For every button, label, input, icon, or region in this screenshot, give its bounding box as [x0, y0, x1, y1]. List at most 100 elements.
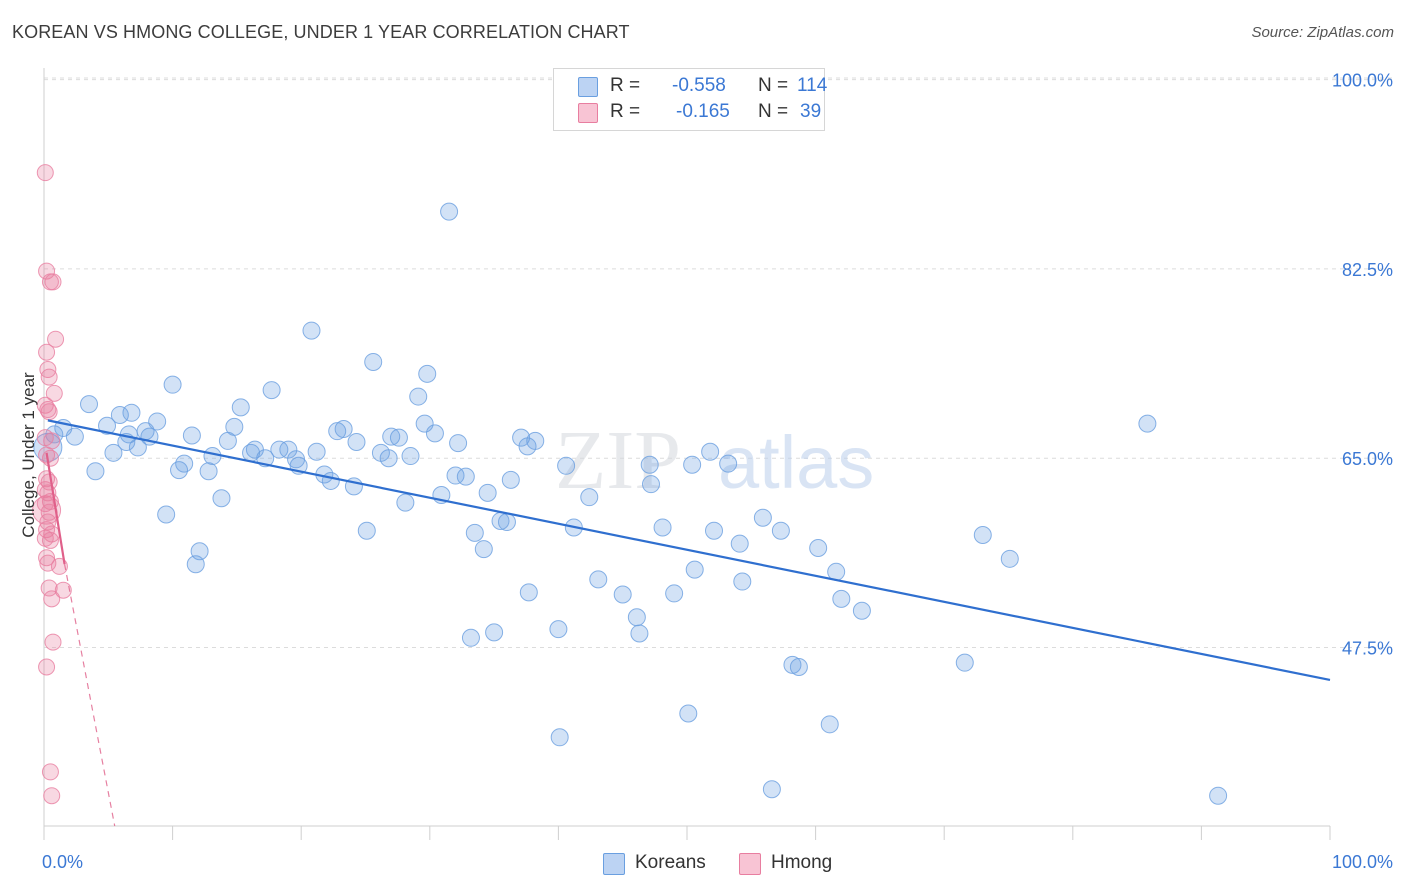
korean-point [334, 420, 353, 439]
korean-point [86, 462, 105, 481]
hmong-point [54, 581, 72, 599]
korean-point [163, 375, 182, 394]
x-tick-label-max: 100.0% [1331, 852, 1393, 872]
korean-point [526, 431, 545, 450]
korean-point [199, 462, 218, 481]
hmong-point [36, 164, 54, 182]
korean-point [809, 539, 828, 558]
korean-point [65, 427, 84, 446]
korean-point [203, 447, 222, 466]
korean-point [640, 455, 659, 474]
y-axis-label: College, Under 1 year [19, 372, 38, 538]
gridlines [44, 77, 1393, 649]
korean-point [182, 426, 201, 445]
axes [43, 68, 1331, 840]
korean-point [753, 508, 772, 527]
hmong-point [38, 658, 56, 676]
korean-point [665, 584, 684, 603]
korean-point [730, 534, 749, 553]
korean-point [110, 405, 129, 424]
korean-point [557, 456, 576, 475]
source-note: Source: ZipAtlas.com [1251, 24, 1394, 41]
korean-point [347, 433, 366, 451]
korean-point [501, 470, 520, 489]
korean-point [418, 364, 437, 383]
hmong-point [38, 549, 56, 567]
korean-point [733, 572, 752, 591]
korean-trendline [47, 419, 1331, 682]
korean-points [33, 202, 1228, 805]
korean-point [357, 521, 376, 540]
korean-point [630, 624, 649, 643]
hmong-point [40, 368, 58, 386]
watermark: ZIP atlas [555, 414, 874, 507]
korean-point [613, 585, 632, 604]
korean-point [519, 583, 538, 602]
hmong-point [43, 590, 61, 608]
hmong-r-value: -0.165 [676, 101, 730, 122]
korean-point [762, 780, 781, 799]
korean-point [771, 521, 790, 540]
korean-point [783, 655, 802, 674]
chart-title: KOREAN VS HMONG COLLEGE, UNDER 1 YEAR CO… [12, 22, 630, 42]
bottom-hmong-label: Hmong [771, 852, 833, 873]
korean-point [705, 521, 724, 540]
hmong-point [44, 633, 62, 651]
korean-point [307, 442, 326, 461]
korean-point [679, 704, 698, 723]
hmong-point [38, 262, 56, 280]
korean-point [701, 442, 720, 461]
y-tick-labels: 100.0% 82.5% 65.0% 47.5% [1332, 71, 1393, 659]
korean-point [104, 443, 123, 462]
korean-point [832, 589, 851, 608]
korean-point [1138, 414, 1157, 433]
x-tick-label-min: 0.0% [42, 852, 84, 872]
korean-point [409, 387, 428, 406]
korean-point [122, 403, 141, 422]
hmong-point [43, 787, 61, 805]
korean-point [653, 518, 672, 537]
hmong-point [38, 343, 56, 361]
korean-point [789, 657, 808, 676]
korean-point [580, 488, 599, 507]
hmong-n-label: N = [758, 101, 794, 122]
hmong-n-value: 39 [800, 101, 822, 122]
korean-point [175, 454, 194, 473]
korean-n-label: N = [758, 75, 794, 96]
korean-point [683, 455, 702, 474]
korean-point [382, 427, 401, 446]
hmong-point [40, 403, 58, 421]
korean-point [379, 449, 398, 468]
hmong-point [41, 763, 59, 781]
korean-point [279, 440, 298, 459]
hmong-point [41, 449, 59, 467]
korean-point [440, 202, 459, 221]
korean-point [641, 475, 660, 494]
korean-point [456, 467, 475, 486]
bottom-hmong-swatch [739, 853, 761, 875]
hmong-point [36, 495, 54, 513]
hmong-point [47, 330, 65, 348]
trendlines [45, 419, 1331, 827]
korean-point [627, 608, 646, 627]
korean-point [820, 715, 839, 734]
korean-point [955, 653, 974, 672]
korean-swatch [578, 77, 598, 97]
korean-point [328, 422, 347, 441]
korean-point [425, 424, 444, 443]
watermark-atlas: atlas [718, 421, 874, 504]
korean-point [549, 620, 568, 639]
korean-point [973, 526, 992, 545]
korean-point [45, 425, 64, 444]
korean-point [550, 728, 569, 747]
korean-r-label: R = [610, 75, 646, 96]
korean-point [589, 570, 608, 589]
korean-point [364, 352, 383, 371]
korean-point [231, 398, 250, 417]
korean-point [321, 471, 340, 490]
korean-point [389, 428, 408, 447]
hmong-point [41, 531, 59, 549]
hmong-point [40, 579, 58, 597]
korean-point [478, 483, 497, 502]
